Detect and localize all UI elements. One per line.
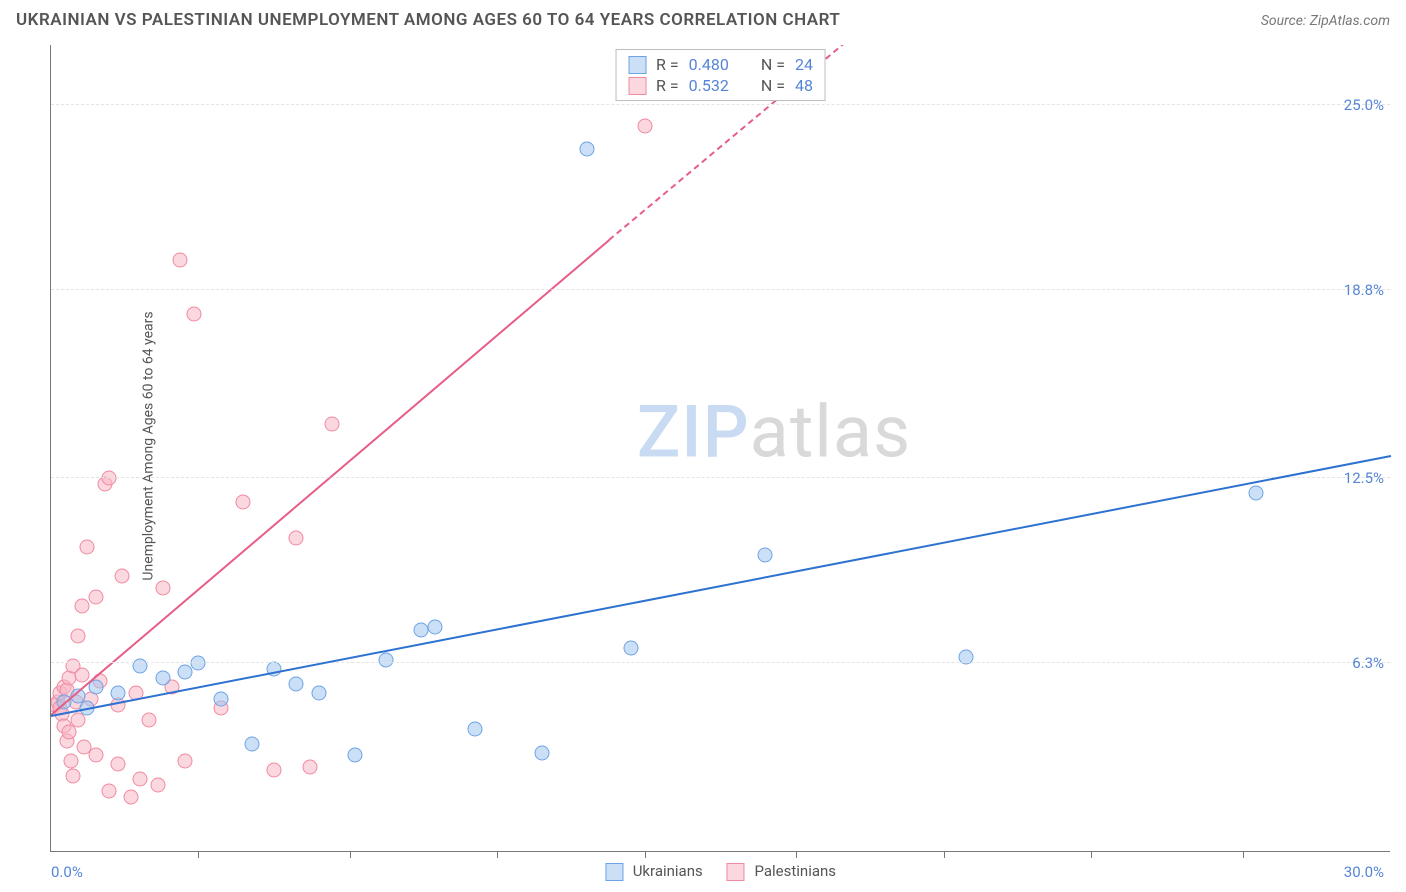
swatch-ukrainians-icon xyxy=(628,56,646,74)
legend-row-palestinians: R = 0.532 N = 48 xyxy=(628,75,813,96)
point-ukrainian xyxy=(213,691,228,706)
point-palestinian xyxy=(70,629,85,644)
point-palestinian xyxy=(102,470,117,485)
point-palestinian xyxy=(88,748,103,763)
series-legend: Ukrainians Palestinians xyxy=(605,862,836,881)
point-palestinian xyxy=(133,772,148,787)
y-tick-label: 12.5% xyxy=(1344,469,1384,487)
source-label: Source: ZipAtlas.com xyxy=(1261,13,1390,29)
point-ukrainian xyxy=(311,685,326,700)
x-tick xyxy=(198,851,199,858)
point-palestinian xyxy=(186,306,201,321)
x-tick xyxy=(497,851,498,858)
point-palestinian xyxy=(75,667,90,682)
point-palestinian xyxy=(75,599,90,614)
point-ukrainian xyxy=(155,670,170,685)
point-ukrainian xyxy=(758,548,773,563)
point-palestinian xyxy=(79,539,94,554)
point-palestinian xyxy=(155,581,170,596)
x-axis-max-label: 30.0% xyxy=(1344,863,1384,881)
point-palestinian xyxy=(66,769,81,784)
point-ukrainian xyxy=(534,745,549,760)
y-tick-label: 6.3% xyxy=(1352,654,1384,672)
x-tick xyxy=(645,851,646,858)
point-palestinian xyxy=(177,754,192,769)
swatch-palestinians-icon xyxy=(727,863,745,881)
y-tick-label: 25.0% xyxy=(1344,96,1384,114)
gridline xyxy=(51,662,1390,663)
point-palestinian xyxy=(289,530,304,545)
gridline xyxy=(51,477,1390,478)
gridline xyxy=(51,289,1390,290)
point-palestinian xyxy=(235,494,250,509)
swatch-ukrainians-icon xyxy=(605,863,623,881)
point-palestinian xyxy=(115,569,130,584)
point-ukrainian xyxy=(1249,485,1264,500)
point-ukrainian xyxy=(133,658,148,673)
point-palestinian xyxy=(88,590,103,605)
point-ukrainian xyxy=(579,142,594,157)
x-tick xyxy=(1091,851,1092,858)
point-ukrainian xyxy=(378,652,393,667)
point-palestinian xyxy=(151,778,166,793)
point-palestinian xyxy=(325,417,340,432)
correlation-legend: R = 0.480 N = 24 R = 0.532 N = 48 xyxy=(615,49,826,101)
point-palestinian xyxy=(302,760,317,775)
point-palestinian xyxy=(124,790,139,805)
x-tick xyxy=(1243,851,1244,858)
x-tick xyxy=(350,851,351,858)
scatter-plot: ZIPatlas R = 0.480 N = 24 R = 0.532 N = … xyxy=(50,45,1390,852)
x-tick xyxy=(796,851,797,858)
point-palestinian xyxy=(64,754,79,769)
chart-title: UKRAINIAN VS PALESTINIAN UNEMPLOYMENT AM… xyxy=(16,10,840,30)
x-axis-origin-label: 0.0% xyxy=(51,863,83,881)
point-ukrainian xyxy=(347,748,362,763)
point-ukrainian xyxy=(427,620,442,635)
point-ukrainian xyxy=(244,736,259,751)
point-ukrainian xyxy=(177,664,192,679)
y-tick-label: 18.8% xyxy=(1344,281,1384,299)
point-palestinian xyxy=(102,784,117,799)
point-palestinian xyxy=(267,763,282,778)
swatch-palestinians-icon xyxy=(628,77,646,95)
plot-area xyxy=(51,45,1390,851)
point-palestinian xyxy=(110,757,125,772)
point-palestinian xyxy=(142,712,157,727)
point-ukrainian xyxy=(289,676,304,691)
gridline xyxy=(51,104,1390,105)
legend-item-ukrainians: Ukrainians xyxy=(605,862,703,881)
point-ukrainian xyxy=(624,641,639,656)
point-palestinian xyxy=(173,252,188,267)
point-palestinian xyxy=(637,118,652,133)
point-ukrainian xyxy=(191,655,206,670)
legend-row-ukrainians: R = 0.480 N = 24 xyxy=(628,54,813,75)
point-ukrainian xyxy=(110,685,125,700)
point-ukrainian xyxy=(468,721,483,736)
x-tick xyxy=(944,851,945,858)
legend-item-palestinians: Palestinians xyxy=(727,862,836,881)
